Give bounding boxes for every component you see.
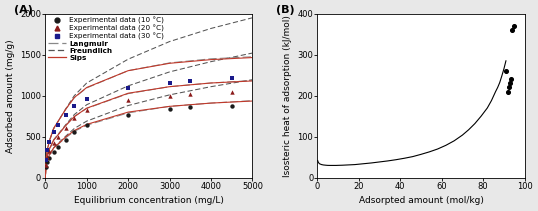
Point [49,130,58,134]
Point [505,86,513,89]
Y-axis label: Adsorbed amount (mg/g): Adsorbed amount (mg/g) [5,39,15,153]
Point [82,97,91,101]
Point [186,92,195,96]
Text: (B): (B) [276,5,295,15]
Point [124,98,132,101]
Point [43,160,52,164]
Point [228,104,236,107]
Y-axis label: Isosteric heat of adsorption (kJ/mol): Isosteric heat of adsorption (kJ/mol) [283,15,292,177]
Point [165,81,174,84]
Point [45,140,54,143]
Legend: Experimental data (10 °C), Experimental data (20 °C), Experimental data (30 °C),: Experimental data (10 °C), Experimental … [47,16,165,61]
Point [165,94,174,97]
Point [41,159,50,162]
Point [70,130,79,134]
Point [45,150,54,153]
Point [43,155,52,158]
Point [82,109,91,112]
Point [70,104,79,107]
Point [41,165,50,169]
Point [62,114,70,117]
Point [62,126,70,129]
Point [49,142,58,145]
Point [510,24,519,28]
Point [43,148,52,151]
Point [53,123,62,127]
Point [506,82,514,85]
Point [70,116,79,120]
Point [45,156,54,159]
Point [228,76,236,80]
Point [165,107,174,111]
Point [82,123,91,127]
Point [124,114,132,117]
Point [53,135,62,138]
Point [501,69,510,73]
Point [124,87,132,90]
Point [49,151,58,154]
X-axis label: Adsorpted amount (mol/kg): Adsorpted amount (mol/kg) [358,196,484,206]
Point [62,138,70,142]
Point [504,90,512,93]
Point [186,79,195,83]
Point [507,78,515,81]
Point [41,163,50,166]
Point [228,90,236,93]
Point [53,146,62,149]
Point [186,106,195,109]
X-axis label: Equilibrium concentration (mg/L): Equilibrium concentration (mg/L) [74,196,224,206]
Point [508,28,516,32]
Text: (A): (A) [14,5,33,15]
